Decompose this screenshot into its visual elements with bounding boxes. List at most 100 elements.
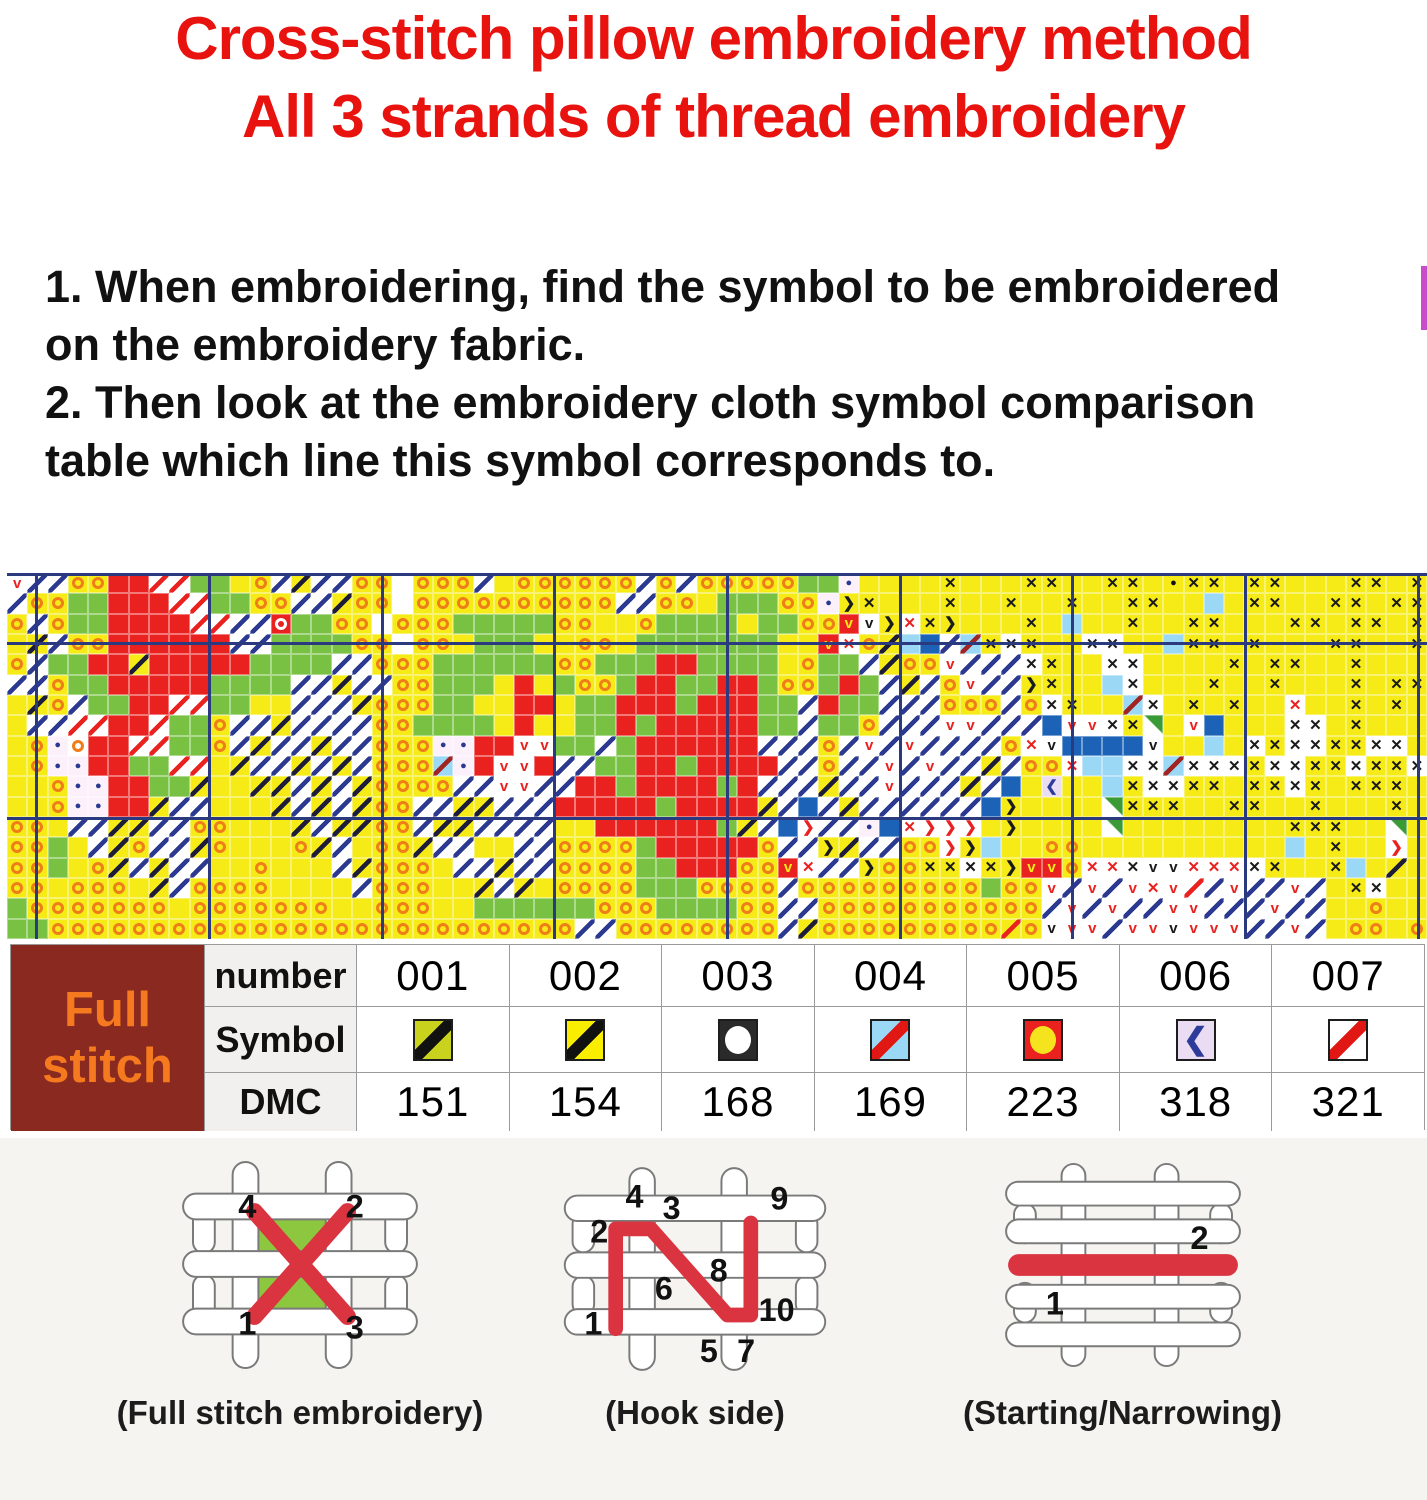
stitch-cell [656,674,677,695]
stitch-cell [128,837,149,858]
stitch-cell [1203,654,1225,675]
thread-number-cell: 005 [966,945,1119,1006]
stitch-cell [169,593,190,614]
stitch-cell [149,796,170,817]
stitch-cell [940,735,961,756]
stitch-cell [656,573,677,594]
stitch-cell [108,634,129,655]
stitch-cell [615,796,636,817]
stitch-cell: ✕ [859,593,880,614]
stitch-cell [595,817,616,838]
stitch-cell [453,715,474,736]
stitch-cell: ❯ [798,817,819,838]
stitch-cell [554,654,575,675]
instruction-line-1: 1. When embroidering, find the symbol to… [45,261,1281,312]
stitch-cell [656,756,677,777]
thread-number-cell: 001 [356,945,509,1006]
stitch-cell [575,573,596,594]
stitch-cell [1143,837,1164,858]
stitch-cell [777,654,799,675]
stitch-cell [230,593,251,614]
stitch-cell [859,756,880,777]
stitch-cell [1021,796,1042,817]
stitch-cell: ✕ [899,817,920,838]
stitch-cell [1325,674,1346,695]
stitch-cell [656,796,677,817]
stitch-cell [189,878,210,899]
stitch-cell: ✕ [1041,573,1062,594]
stitch-cell [737,695,758,716]
stitch-cell [1143,674,1164,695]
stitch-cell [1305,695,1326,716]
stitch-cell [412,654,433,675]
stitch-cell [392,796,413,817]
stitch-cell [798,918,819,939]
stitch-cell [7,756,28,777]
hook-side-diagram: 2 4 3 9 6 8 1 5 7 10 [563,1167,827,1371]
stitch-cell [1285,674,1306,695]
stitch-cell: ✕ [838,634,859,655]
stitch-cell [189,573,210,594]
stitch-cell: ✕ [1285,776,1306,797]
stitch-cell [230,735,251,756]
stitch-cell: v [940,654,961,675]
stitch-cell [757,715,778,736]
stitch-cell [351,776,373,797]
stitch-cell: ✕ [1366,573,1387,594]
stitch-cell [656,715,677,736]
stitch-cell [1163,715,1184,736]
stitch-cell [899,837,920,858]
stitch-cell [798,796,819,817]
thread-symbol-swatch [565,1018,606,1061]
stitch-cell [534,674,555,695]
stitch-cell [331,776,352,797]
stitch-cell [149,715,170,736]
stitch-cell [412,817,433,838]
stitch-cell [818,695,839,716]
stitch-cell [291,776,312,797]
stitch-cell [149,898,170,919]
stitch-cell [250,634,271,655]
stitch-cell [798,695,819,716]
stitch-cell: ✕ [1102,715,1123,736]
stitch-diagrams-panel: 4 2 1 3 (Full stitch embroidery) [0,1138,1427,1500]
stitch-cell [879,857,900,878]
stitch-cell [635,796,657,817]
stitch-cell [311,674,332,695]
stitch-cell [209,715,231,736]
stitch-cell [1406,837,1427,858]
stitch-cell [899,796,920,817]
stitch-cell [47,878,68,899]
stitch-cell: ✕ [1345,674,1367,695]
stitch-cell: ✕ [1143,796,1164,817]
stitch-cell: ✕ [1203,857,1225,878]
stitch-cell: ✕ [1143,593,1164,614]
stitch-cell [656,898,677,919]
stitch-cell [1021,776,1042,797]
stitch-cell [676,735,697,756]
stitch-cell [1305,898,1326,919]
stitch-cell [108,817,129,838]
stitch-cell [899,573,920,594]
stitch-cell [534,817,555,838]
hook-number-6: 6 [655,1270,673,1306]
stitch-cell: ✕ [940,593,961,614]
stitch-cell [250,573,271,594]
stitch-cell [291,593,312,614]
stitch-cell [372,613,393,634]
stitch-cell [757,776,778,797]
stitch-cell [838,654,859,675]
stitch-cell [372,817,393,838]
stitch-cell [1366,634,1387,655]
stitch-cell [88,573,109,594]
stitch-cell [1325,918,1346,939]
stitch-cell [534,878,555,899]
stitch-cell: ✕ [1285,695,1306,716]
hook-side-figure: 2 4 3 9 6 8 1 5 7 10 (Hook side) [540,1166,850,1432]
stitch-cell [818,817,839,838]
stitch-cell [1061,878,1083,899]
stitch-cell: ● [1163,573,1184,594]
stitch-cell [311,593,332,614]
stitch-cell [1203,898,1225,919]
stitch-cell [554,776,575,797]
